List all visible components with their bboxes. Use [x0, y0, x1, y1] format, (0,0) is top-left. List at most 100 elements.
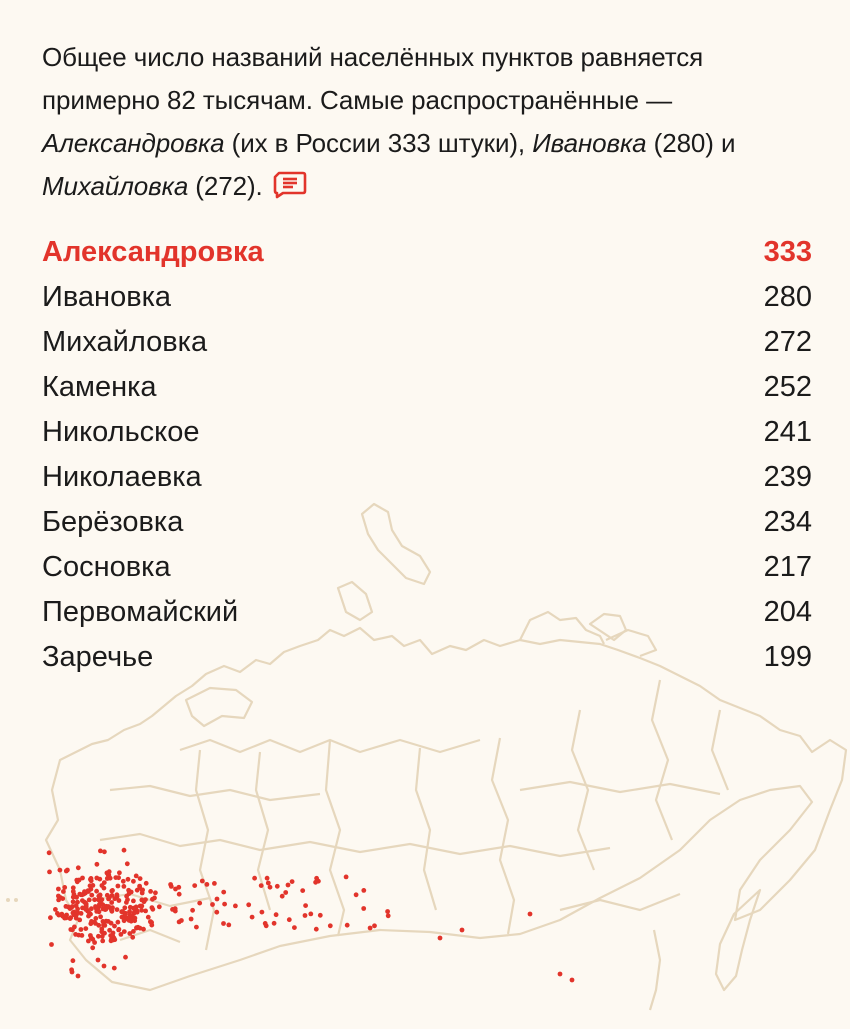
settlement-dot	[148, 919, 154, 924]
ranking-name: Берёзовка	[42, 506, 184, 538]
intro-text-3: (280) и	[646, 128, 736, 158]
settlement-dot	[437, 935, 443, 941]
intro-name-ivanovka: Ивановка	[532, 128, 647, 158]
settlement-dot	[143, 908, 149, 914]
settlement-dot	[102, 849, 107, 855]
settlement-dot	[126, 887, 131, 893]
settlement-dot	[117, 870, 122, 876]
settlement-dot	[121, 884, 127, 889]
settlement-dot	[100, 906, 106, 912]
settlement-dot	[94, 861, 100, 867]
russia-map	[0, 490, 850, 1024]
settlement-dot	[279, 893, 285, 899]
ranking-count: 280	[763, 281, 812, 313]
ranking-row-pervomaisky: Первомайский 204	[42, 590, 812, 635]
ranking-count: 234	[763, 506, 812, 538]
settlement-dot	[83, 907, 89, 912]
settlement-dot	[125, 915, 131, 921]
settlement-dot	[148, 889, 154, 894]
settlement-dot	[134, 925, 140, 930]
settlement-dot	[156, 904, 162, 910]
settlement-dot	[86, 897, 92, 903]
settlement-dot	[143, 880, 149, 886]
settlement-dot	[114, 907, 120, 912]
ranking-count: 239	[763, 461, 812, 493]
ranking-count: 333	[763, 236, 812, 268]
settlement-dot	[274, 883, 280, 889]
settlement-dot	[367, 925, 373, 931]
settlement-dot	[303, 903, 308, 908]
settlement-dot	[137, 903, 143, 909]
settlement-dot	[46, 850, 52, 856]
settlement-dot	[249, 914, 255, 920]
ranking-count: 217	[763, 551, 812, 583]
settlement-dot	[557, 971, 563, 977]
settlement-dot	[63, 915, 69, 921]
settlement-dot	[56, 897, 61, 903]
settlement-dot	[120, 878, 126, 884]
intro-paragraph: Общее число названий населённых пунктов …	[42, 36, 822, 208]
settlement-dot	[199, 878, 205, 884]
settlement-dot	[111, 965, 117, 971]
settlement-dot	[88, 877, 93, 882]
ranking-name: Николаевка	[42, 461, 202, 493]
ranking-count: 241	[763, 416, 812, 448]
ranking-row-nikolaevka: Николаевка 239	[42, 455, 812, 500]
settlement-dot	[258, 883, 264, 888]
settlement-dot	[252, 875, 257, 881]
settlement-dot	[267, 884, 273, 890]
settlement-dot	[67, 906, 73, 911]
settlement-dot	[106, 872, 112, 878]
settlement-dot	[214, 909, 220, 915]
settlement-dot	[112, 937, 118, 943]
settlement-dot	[102, 930, 107, 936]
settlement-dot	[71, 892, 77, 897]
settlement-dot	[109, 888, 115, 894]
settlement-dot	[97, 876, 103, 882]
settlement-dot	[233, 903, 238, 909]
ranking-count: 252	[763, 371, 812, 403]
settlement-dot	[86, 938, 91, 944]
settlement-dot	[116, 927, 121, 933]
ranking-count: 204	[763, 596, 812, 628]
settlement-dot	[70, 885, 76, 891]
settlement-dot	[372, 923, 377, 929]
settlement-dot	[92, 919, 97, 925]
settlement-dot	[133, 873, 139, 879]
settlement-dot	[292, 925, 297, 930]
settlement-dot	[77, 891, 83, 897]
settlement-dot	[188, 916, 194, 922]
settlement-dot	[96, 933, 101, 939]
settlement-dot	[353, 892, 359, 898]
settlement-dot	[569, 977, 575, 983]
settlement-dot	[74, 877, 80, 883]
settlement-dot	[99, 883, 105, 888]
settlement-dot	[221, 921, 226, 926]
settlement-dot	[264, 875, 270, 881]
settlement-dot	[56, 886, 61, 892]
settlement-dot	[125, 876, 131, 882]
intro-name-mikhailovka: Михайловка	[42, 171, 189, 201]
settlement-dot	[127, 904, 133, 910]
settlement-dot	[86, 913, 91, 919]
comment-icon[interactable]	[273, 169, 307, 199]
settlement-dot	[204, 882, 210, 887]
ranking-row-zarechye: Заречье 199	[42, 635, 812, 680]
settlement-dot	[141, 926, 146, 932]
settlement-dot	[73, 932, 78, 937]
settlement-dot	[119, 914, 125, 920]
settlement-dot	[90, 883, 96, 888]
settlement-dot	[273, 912, 279, 918]
ranking-name: Первомайский	[42, 596, 239, 628]
settlement-dot	[131, 929, 136, 934]
settlement-dot	[179, 918, 184, 923]
settlement-dot	[65, 867, 70, 873]
settlement-dot	[55, 911, 60, 916]
settlement-dot	[127, 931, 133, 936]
settlement-dot	[78, 927, 84, 932]
settlement-dot	[101, 922, 106, 928]
settlement-dot	[112, 923, 117, 929]
settlement-dot	[69, 969, 75, 975]
country-outline	[44, 502, 848, 1011]
settlement-dot	[122, 905, 128, 911]
